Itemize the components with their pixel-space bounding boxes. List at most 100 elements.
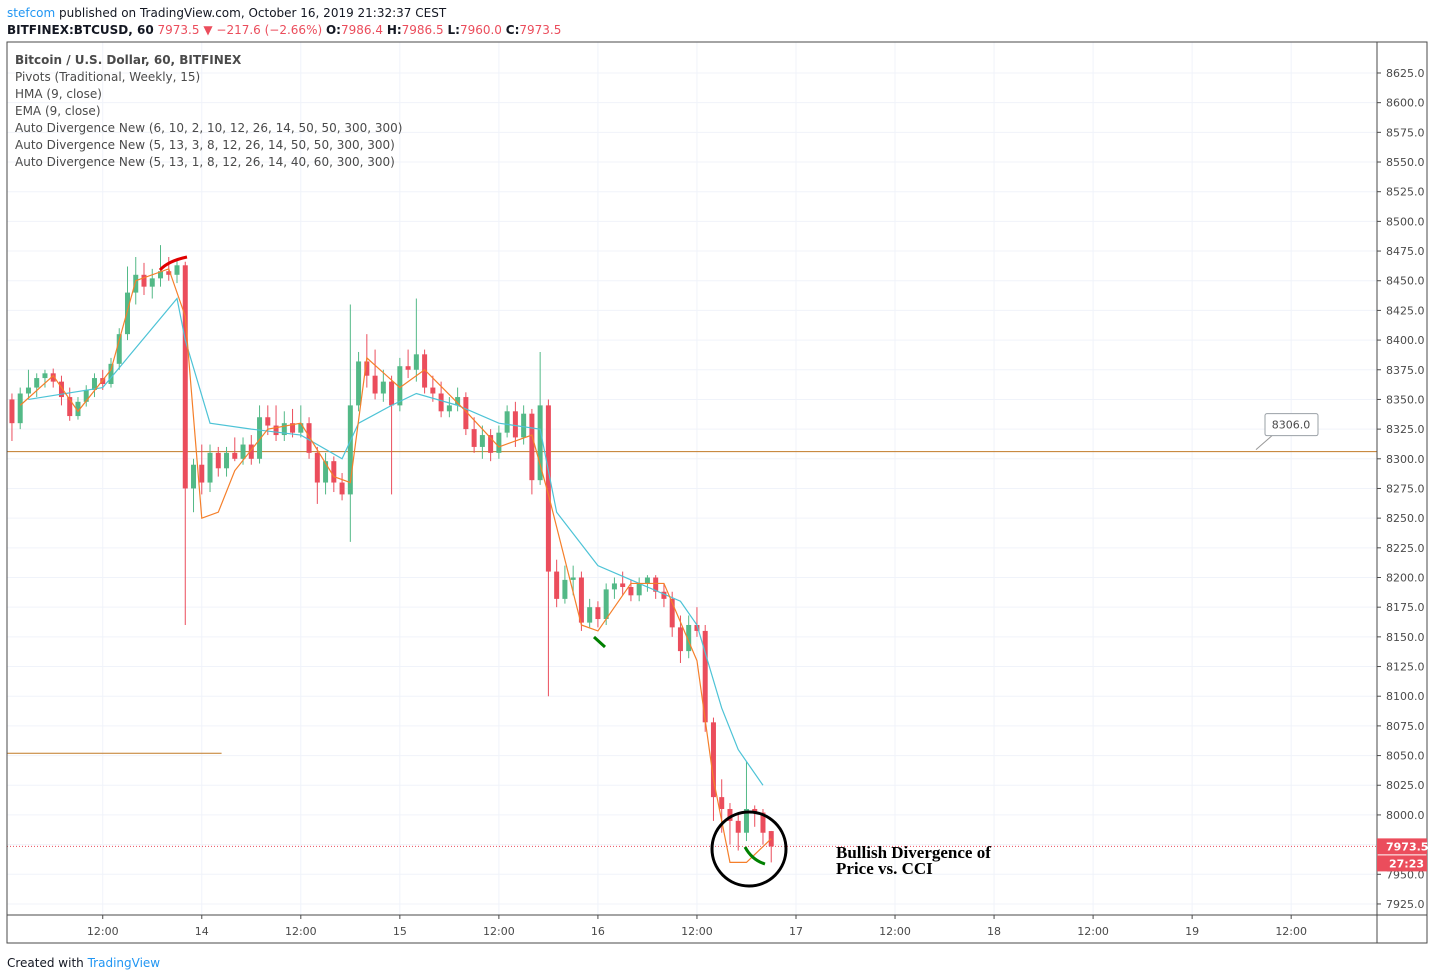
candle-body <box>686 624 692 652</box>
candle-body <box>479 435 485 447</box>
candle-body <box>710 722 716 798</box>
candle-body <box>248 444 254 459</box>
plot: 8306.0 <box>7 245 1377 864</box>
candle-body <box>50 373 56 382</box>
candle-body <box>364 361 370 376</box>
candle-body <box>620 583 626 588</box>
candle-body <box>554 571 560 599</box>
annotation: Bullish Divergence of <box>836 843 991 862</box>
candle-body <box>669 598 675 628</box>
candle-body <box>141 274 147 287</box>
last-price-label: 7973.5 <box>1386 840 1428 853</box>
y-tick-label: 8300.0 <box>1386 453 1425 466</box>
candle-body <box>562 579 568 599</box>
legend-entry: Auto Divergence New (5, 13, 1, 8, 12, 26… <box>15 155 395 169</box>
countdown: 27:23 <box>1389 857 1424 870</box>
x-tick-label: 12:00 <box>681 925 713 938</box>
candle-body <box>488 435 494 453</box>
candle-body <box>603 589 609 620</box>
x-tick-label: 12:00 <box>483 925 515 938</box>
x-tick-label: 18 <box>987 925 1001 938</box>
y-tick-label: 8600.0 <box>1386 97 1425 110</box>
bullish-divergence <box>743 846 766 866</box>
header-line-1: stefcom published on TradingView.com, Oc… <box>7 6 447 20</box>
y-tick-label: 7925.0 <box>1386 898 1425 911</box>
candle-body <box>455 397 461 406</box>
candle-body <box>9 399 15 424</box>
x-tick-label: 14 <box>195 925 209 938</box>
x-tick-label: 12:00 <box>1077 925 1109 938</box>
candle-body <box>397 366 403 406</box>
o: 7986.4 <box>341 23 383 37</box>
symbol: BITFINEX:BTCUSD, 60 <box>7 23 154 37</box>
candle-body <box>752 808 758 813</box>
candle-body <box>116 334 122 364</box>
candle-body <box>281 423 287 436</box>
y-tick-label: 8325.0 <box>1386 423 1425 436</box>
candle-body <box>496 432 502 453</box>
candle-body <box>504 411 510 433</box>
candle-body <box>182 265 188 489</box>
candle-body <box>438 393 444 412</box>
candle-body <box>636 583 642 596</box>
change: −217.6 (−2.66%) <box>216 23 322 37</box>
candle-body <box>760 812 766 833</box>
candle-body <box>694 624 700 631</box>
highlight-circle <box>710 810 788 888</box>
grid <box>7 42 1381 919</box>
candle-body <box>743 808 749 833</box>
candle-body <box>25 387 31 394</box>
y-tick-label: 8425.0 <box>1386 304 1425 317</box>
candle-body <box>413 354 419 370</box>
y-tick-label: 8575.0 <box>1386 126 1425 139</box>
author[interactable]: stefcom <box>7 6 55 20</box>
candle-body <box>34 378 40 388</box>
footer: Created with TradingView <box>7 956 160 970</box>
candle-body <box>91 378 97 390</box>
candle-body <box>512 411 518 438</box>
annotation: Price vs. CCI <box>836 859 933 878</box>
h: 7986.5 <box>402 23 444 37</box>
indicator-line <box>19 268 772 864</box>
candle-body <box>158 271 164 279</box>
candle-body <box>521 413 527 438</box>
candle-body <box>422 354 428 388</box>
arrow: ▼ <box>203 23 213 37</box>
candle-body <box>306 423 312 453</box>
candle-body <box>389 381 395 406</box>
pivot-label-box <box>1264 413 1319 437</box>
candle-body <box>587 607 593 623</box>
candle-body <box>405 366 411 370</box>
candle-body <box>644 577 650 584</box>
candle-body <box>298 423 304 433</box>
candle-body <box>199 464 205 483</box>
y-tick-label: 8525.0 <box>1386 186 1425 199</box>
y-tick-label: 8250.0 <box>1386 512 1425 525</box>
y-tick-label: 8000.0 <box>1386 809 1425 822</box>
candle-body <box>570 577 576 580</box>
y-tick-label: 8075.0 <box>1386 720 1425 733</box>
bearish-divergence <box>158 255 188 272</box>
x-tick-label: 12:00 <box>285 925 317 938</box>
candle-body <box>727 808 733 821</box>
candle-body <box>207 452 213 483</box>
legend-entry: Auto Divergence New (6, 10, 2, 10, 12, 2… <box>15 121 402 135</box>
footer-brand[interactable]: TradingView <box>87 956 161 970</box>
candle-body <box>265 417 271 426</box>
header-line-2: BITFINEX:BTCUSD, 60 7973.5 ▼ −217.6 (−2.… <box>7 23 561 37</box>
candle-body <box>347 405 353 495</box>
candle-body <box>356 361 362 406</box>
candle-body <box>529 413 535 481</box>
y-tick-label: 7950.0 <box>1386 868 1425 881</box>
candle-body <box>331 461 337 483</box>
candle-body <box>323 461 329 483</box>
candle-body <box>719 797 725 809</box>
legend-entry: Pivots (Traditional, Weekly, 15) <box>15 70 200 84</box>
y-tick-label: 8450.0 <box>1386 275 1425 288</box>
candle-body <box>257 417 263 459</box>
candle-body <box>611 583 617 590</box>
candle-body <box>471 429 477 447</box>
pivot-label: 8306.0 <box>1272 419 1311 432</box>
candle-body <box>661 591 667 599</box>
candle-body <box>17 393 23 424</box>
